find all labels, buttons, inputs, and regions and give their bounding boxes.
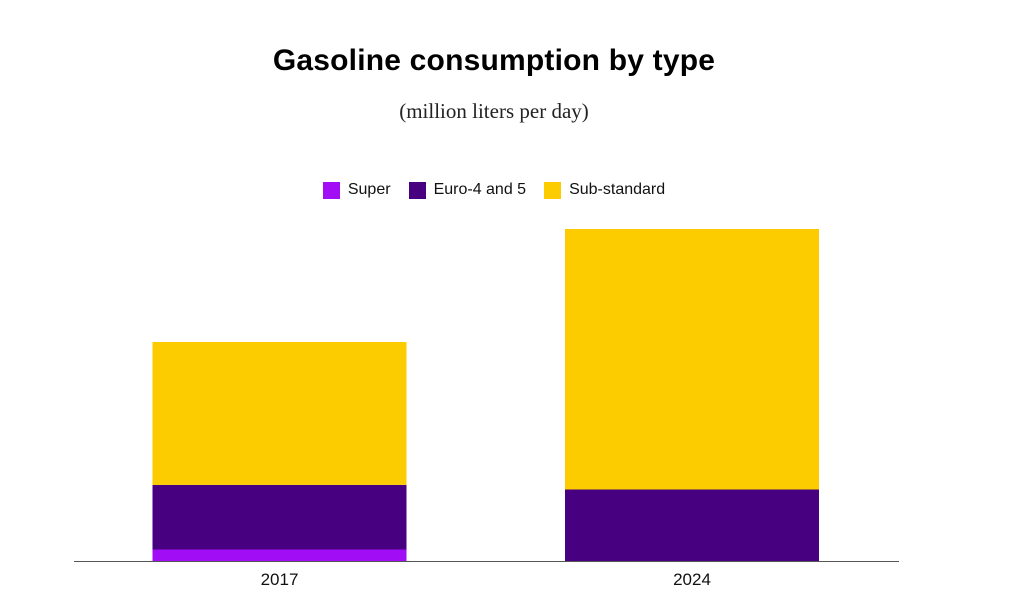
- bar-2024-euro-4-and-5: [565, 489, 819, 561]
- legend-label-substandard: Sub-standard: [569, 181, 666, 198]
- legend-label-super: Super: [347, 181, 391, 198]
- legend-label-euro: Euro-4 and 5: [433, 181, 527, 198]
- chart-subtitle: (million liters per day): [399, 99, 589, 123]
- bar-2017-super: [152, 549, 407, 561]
- legend-item-super: Super: [322, 181, 391, 199]
- x-tick-label-2017: 2017: [261, 570, 299, 589]
- legend-item-substandard: Sub-standard: [544, 181, 665, 199]
- chart-title: Gasoline consumption by type: [272, 44, 716, 77]
- legend-swatch-super: [322, 181, 340, 199]
- x-tick-label-2024: 2024: [673, 570, 711, 589]
- legend-swatch-substandard: [544, 181, 562, 199]
- bar-2017-euro-4-and-5: [152, 484, 407, 550]
- chart-legend: Super Euro-4 and 5 Sub-standard: [0, 181, 988, 199]
- legend-item-euro: Euro-4 and 5: [408, 181, 527, 199]
- bar-2017-sub-standard: [152, 342, 407, 485]
- legend-swatch-euro: [408, 181, 426, 199]
- bar-2024-sub-standard: [565, 229, 819, 490]
